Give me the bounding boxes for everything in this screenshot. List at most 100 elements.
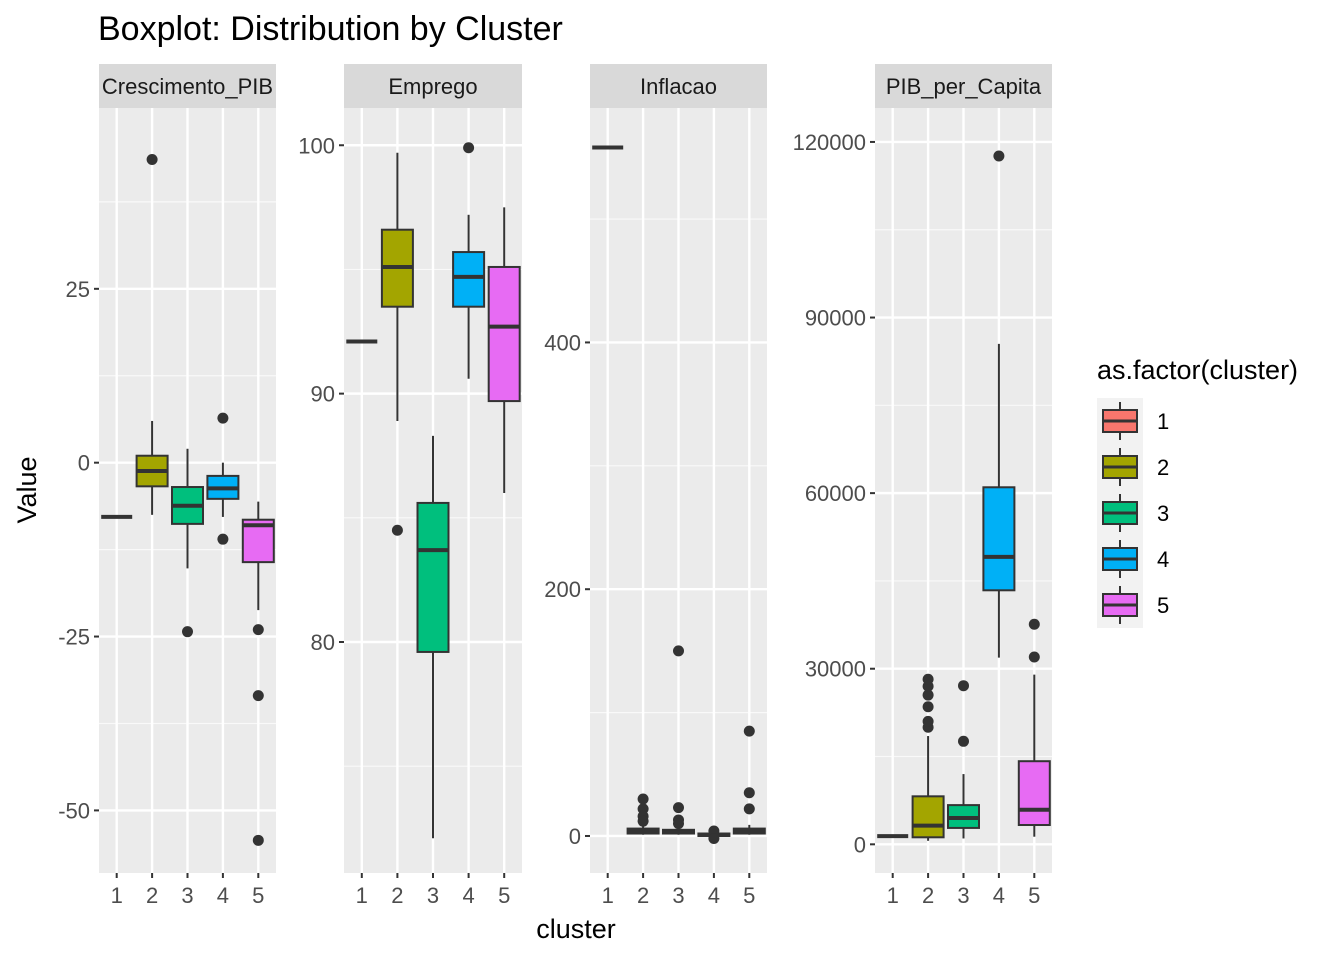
facet-strip-label: Crescimento_PIB [102, 74, 273, 99]
box-cluster-5 [241, 501, 275, 846]
box-cluster-5 [732, 725, 766, 835]
facet-pib-per-capita: PIB_per_Capita 120000 90000 60000 30000 0 1 2 3 4… [793, 64, 1052, 908]
x-tick-label: 3 [957, 883, 969, 908]
x-tick-label: 5 [498, 883, 510, 908]
box-cluster-4 [982, 150, 1016, 658]
x-tick-label: 2 [391, 883, 403, 908]
outlier-point [922, 673, 934, 685]
x-tick-label: 5 [1028, 883, 1040, 908]
box-cluster-4 [206, 412, 240, 545]
x-tick-label: 4 [462, 883, 474, 908]
y-tick-label: 0 [78, 451, 90, 476]
outlier-point [391, 524, 403, 536]
y-tick-label: 0 [854, 832, 866, 857]
legend-label: 1 [1157, 409, 1169, 434]
box-cluster-5 [1017, 618, 1051, 837]
box-iqr [1017, 760, 1051, 827]
legend-title: as.factor(cluster) [1097, 355, 1298, 385]
facet-strip-label: PIB_per_Capita [886, 74, 1042, 99]
legend-item-2: 2 [1097, 444, 1169, 490]
x-tick-label: 3 [181, 883, 193, 908]
legend-label: 5 [1157, 593, 1169, 618]
outlier-point [922, 701, 934, 713]
x-tick-label: 5 [743, 883, 755, 908]
facet-inflacao: Inflacao 400 200 0 1 2 3 4 5 [544, 64, 767, 908]
facet-strip [99, 64, 276, 108]
x-tick-label: 4 [217, 883, 229, 908]
box-cluster-3 [947, 680, 980, 839]
outlier-point [743, 803, 755, 815]
box-cluster-4 [452, 142, 486, 379]
y-axis-label: Value [12, 456, 42, 523]
box-iqr [911, 795, 945, 839]
x-tick-label: 4 [708, 883, 720, 908]
legend-item-3: 3 [1097, 490, 1169, 536]
y-tick-label: 25 [66, 277, 90, 302]
legend-item-4: 4 [1097, 536, 1169, 582]
outlier-point [1028, 651, 1040, 663]
outlier-point [182, 626, 193, 638]
outlier-point [673, 645, 684, 657]
outlier-point [217, 533, 229, 545]
outlier-point [993, 150, 1005, 162]
box-iqr [487, 265, 521, 403]
facet-emprego: Emprego 100 90 80 1 2 3 4 5 [298, 64, 522, 908]
outlier-point [743, 725, 755, 737]
y-tick-label: 100 [298, 133, 335, 158]
outlier-point [463, 142, 475, 154]
x-tick-label: 3 [672, 883, 684, 908]
legend-item-5: 5 [1097, 582, 1169, 628]
x-tick-label: 2 [637, 883, 649, 908]
facet-strip-label: Inflacao [640, 74, 717, 99]
outlier-point [217, 412, 229, 424]
box-cluster-4 [697, 825, 731, 844]
facet-strip [590, 64, 767, 108]
y-tick-label: 80 [311, 630, 335, 655]
legend-item-1: 1 [1097, 398, 1169, 444]
facet-crescimento-pib: Crescimento_PIB 25 0 -25 -50 1 2 3 4 5 [58, 64, 276, 908]
legend-label: 4 [1157, 547, 1169, 572]
legend: as.factor(cluster) 1 2 3 4 5 [1097, 355, 1298, 628]
chart-title: Boxplot: Distribution by Cluster [98, 10, 563, 48]
box-iqr [416, 501, 450, 653]
facet-strip [875, 64, 1052, 108]
outlier-point [637, 793, 649, 805]
outlier-point [673, 802, 684, 814]
y-tick-label: 30000 [805, 657, 866, 682]
outlier-point [637, 815, 649, 827]
box-cluster-3 [416, 435, 450, 839]
x-tick-label: 1 [887, 883, 899, 908]
outlier-point [708, 832, 720, 844]
legend-label: 3 [1157, 501, 1169, 526]
x-tick-label: 3 [427, 883, 439, 908]
x-tick-label: 4 [993, 883, 1005, 908]
y-tick-label: 60000 [805, 481, 866, 506]
x-tick-label: 1 [602, 883, 614, 908]
x-tick-label: 1 [356, 883, 368, 908]
outlier-point [922, 715, 934, 727]
x-axis-label: cluster [536, 914, 616, 944]
y-tick-label: 120000 [793, 130, 866, 155]
y-tick-label: 400 [544, 330, 581, 355]
y-tick-label: -25 [58, 625, 90, 650]
y-tick-label: 90000 [805, 306, 866, 331]
box-cluster-2 [380, 152, 414, 536]
outlier-point [958, 680, 969, 692]
x-tick-label: 5 [252, 883, 264, 908]
legend-label: 2 [1157, 455, 1169, 480]
x-tick-label: 2 [922, 883, 934, 908]
box-cluster-5 [487, 207, 521, 493]
box-iqr [982, 486, 1016, 592]
outlier-point [743, 787, 755, 799]
box-cluster-3 [662, 645, 695, 835]
box-cluster-2 [135, 153, 169, 515]
y-tick-label: 200 [544, 577, 581, 602]
x-tick-label: 1 [111, 883, 123, 908]
y-tick-label: 90 [311, 382, 335, 407]
y-tick-label: -50 [58, 798, 90, 823]
outlier-point [958, 735, 969, 747]
outlier-point [146, 153, 158, 165]
box-cluster-2 [911, 673, 945, 841]
